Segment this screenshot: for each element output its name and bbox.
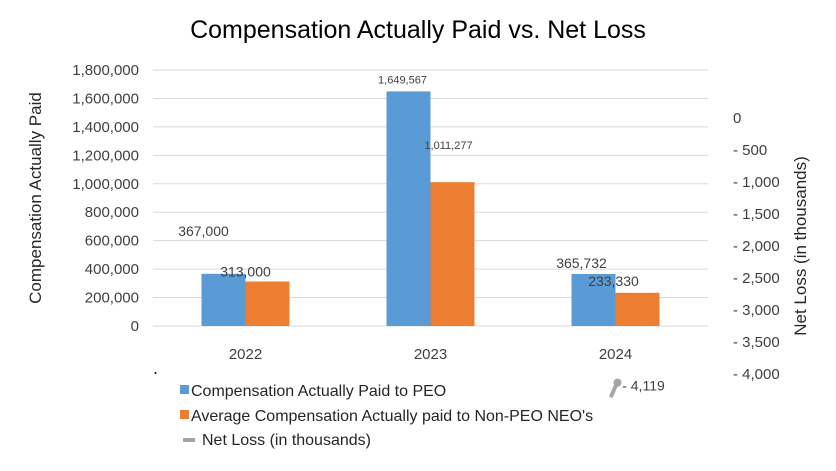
bar-non-peo-2022 [245,281,290,326]
bar-non-peo-2024 [615,292,660,326]
data-label: 1,649,567 [378,74,427,86]
legend-label: Compensation Actually Paid to PEO [191,383,446,400]
data-label: 1,011,277 [424,140,472,152]
right-tick-label: - 1,500 [733,206,780,223]
bar-non-peo-2023 [430,182,475,326]
data-labels: 367,000 1,649,567 365,732 313,000 1,011,277 2… [178,74,639,288]
data-label: 313,000 [220,263,271,279]
data-label: 367,000 [178,223,229,239]
left-tick-label: 0 [131,318,139,335]
bar-peo-2023 [386,91,431,326]
bar-peo-2022 [201,273,246,326]
left-tick-label: 200,000 [85,290,139,307]
net-loss-point [613,378,622,387]
legend-swatch-0 [180,385,189,394]
left-tick-label: 1,800,000 [72,62,139,79]
right-tick-label: - 3,000 [733,302,780,319]
right-tick-label: - 500 [733,142,767,159]
right-tick-label: - 1,000 [733,174,780,191]
bar-peo-2024 [571,273,616,326]
left-axis-title: Compensation Actually Paid [26,92,45,304]
right-tick-label: - 2,500 [733,270,780,287]
legend-label: Net Loss (in thousands) [202,432,371,449]
left-tick-label: 400,000 [85,261,139,278]
left-tick-label: 1,600,000 [72,90,139,107]
left-tick-label: 1,000,000 [72,176,139,193]
left-axis-ticks: 0 200,000 400,000 600,000 800,000 1,000,000 1,… [72,62,139,335]
right-tick-label: 0 [733,110,741,127]
left-tick-label: 800,000 [85,204,139,221]
category-label: 2024 [599,346,632,363]
left-tick-label: 1,200,000 [72,147,139,164]
left-tick-label: 600,000 [85,233,139,250]
category-label: 2023 [414,346,447,363]
bars [201,91,660,326]
category-ticks: 2022 2023 2024 [229,346,632,363]
legend-label: Average Compensation Actually paid to No… [191,408,593,425]
left-tick-label: 1,400,000 [72,119,139,136]
category-label: 2022 [229,346,262,363]
right-tick-label: - 4,000 [733,366,780,383]
legend-swatch-1 [180,410,189,419]
right-axis-ticks: 0 - 500 - 1,000 - 1,500 - 2,000 - 2,500 - 3,00… [733,110,780,383]
stray-mark: . [153,358,158,378]
legend: Compensation Actually Paid to PEO Average… [180,383,593,449]
net-loss-series: - 4,119 [609,378,665,398]
right-tick-label: - 3,500 [733,334,780,351]
data-label: 365,732 [556,255,607,271]
right-tick-label: - 2,000 [733,238,780,255]
data-label: 233,330 [588,273,639,289]
chart-title: Compensation Actually Paid vs. Net Loss [190,16,646,44]
net-loss-label: - 4,119 [622,378,665,394]
right-axis-title: Net Loss (in thousands) [791,156,810,336]
